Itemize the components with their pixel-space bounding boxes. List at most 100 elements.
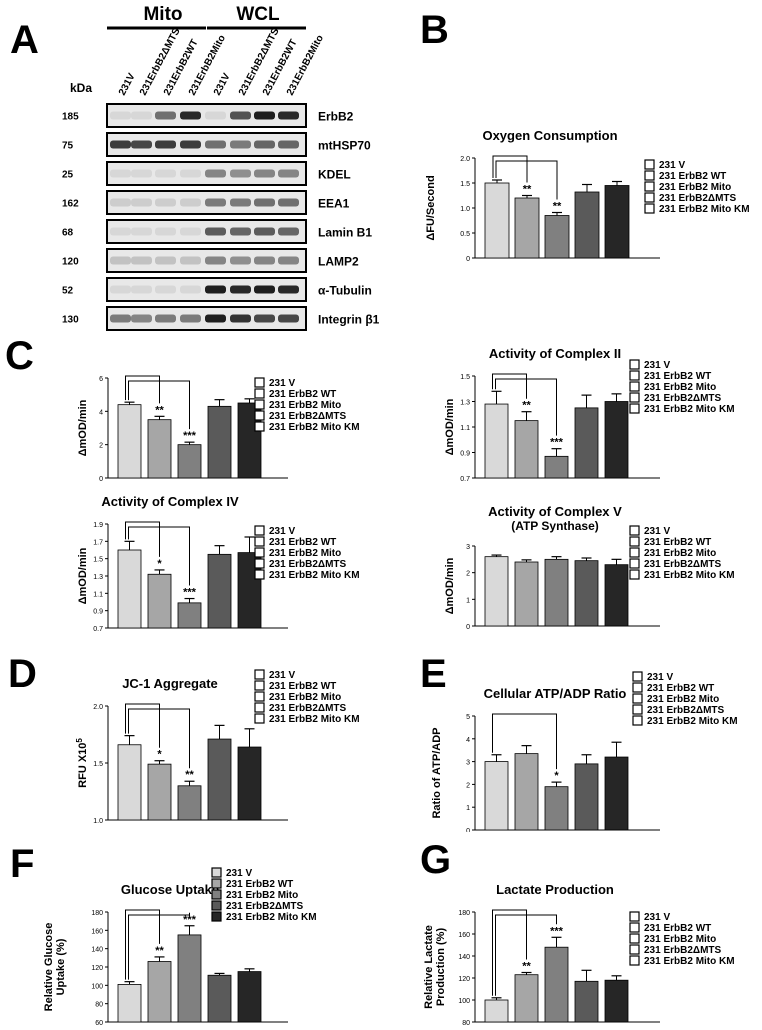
legend-entry: 231 ErbB2 WT [659, 171, 726, 182]
protein-label: α-Tubulin [318, 284, 372, 298]
significance-bracket [125, 521, 160, 557]
legend-swatch [211, 867, 222, 878]
blot-band [278, 314, 299, 323]
bar [604, 979, 629, 1023]
y-tick-label: 2 [466, 782, 470, 789]
panel-letter-g: G [420, 838, 452, 882]
blot-band [278, 227, 299, 236]
bar [544, 558, 569, 627]
bar-chart-e: Cellular ATP/ADP Ratio 0 1 2 3 4 5 Ratio of ATP… [431, 671, 738, 832]
blot-band [110, 169, 131, 178]
legend-swatch [644, 159, 655, 170]
significance-bracket [125, 375, 160, 404]
significance-bracket [495, 914, 557, 996]
significance-bracket [128, 526, 190, 586]
blot-band [230, 314, 251, 323]
y-tick-label: 1.5 [460, 374, 470, 381]
significance-label: ** [523, 184, 532, 196]
blot-band [278, 169, 299, 178]
y-axis-label: ΔmOD/min [444, 398, 456, 455]
legend-swatch [632, 704, 643, 715]
bar [177, 785, 202, 821]
legend-swatch [629, 525, 640, 536]
blot-band [110, 227, 131, 236]
chart-title: JC-1 Aggregate [122, 676, 218, 691]
legend-entry: 231 ErbB2 WT [644, 371, 711, 382]
blot-band [254, 169, 275, 178]
blot-band [278, 198, 299, 207]
significance-bracket [128, 912, 190, 980]
chart-title: Oxygen Consumption [482, 128, 617, 143]
blot-band [254, 111, 275, 120]
chart-title: Activity of Complex II [489, 346, 621, 361]
y-tick-label: 0.5 [460, 231, 470, 238]
significance-bracket [492, 909, 527, 996]
bar [237, 971, 262, 1023]
bar [604, 401, 629, 479]
y-tick-label: 1.9 [93, 522, 103, 529]
significance-bracket [128, 708, 190, 769]
legend-entry: 231 ErbB2 Mito KM [269, 570, 360, 581]
legend-entry: 231 ErbB2ΔMTS [644, 945, 722, 956]
legend-entry: 231 ErbB2ΔMTS [226, 901, 304, 912]
significance-label: ** [522, 961, 531, 973]
blot-band [205, 256, 226, 265]
y-tick-label: 140 [458, 954, 470, 961]
y-tick-label: 5 [466, 714, 470, 721]
legend-entry: 231 ErbB2ΔMTS [647, 705, 725, 716]
legend-swatch [254, 536, 265, 547]
bar-chart-f: Glucose Uptake 60 80 100 120 140 160 180 Relativ… [43, 867, 317, 1027]
y-tick-label: 180 [91, 910, 103, 917]
legend-swatch [629, 536, 640, 547]
legend-entry: 231 V [269, 670, 295, 681]
kda-marker: 75 [62, 141, 74, 152]
legend-swatch [211, 878, 222, 889]
chart-title: Cellular ATP/ADP Ratio [484, 686, 627, 701]
significance-label: ** [155, 404, 164, 416]
panel-letter-f: F [10, 842, 35, 886]
bar-chart-c2: Activity of Complex II 0.7 0.9 1.1 1.3 1.5 ΔmO… [444, 346, 735, 483]
legend-entry: 231 ErbB2 Mito [644, 382, 716, 393]
legend-swatch [644, 192, 655, 203]
significance-label: ** [553, 201, 562, 213]
protein-label: mtHSP70 [318, 139, 371, 153]
significance-bracket [128, 380, 190, 430]
legend-swatch [254, 558, 265, 569]
blot-band [180, 198, 201, 207]
y-tick-label: 80 [95, 1002, 103, 1009]
y-tick-label: 1.5 [460, 181, 470, 188]
bar [207, 738, 232, 821]
protein-label: Lamin B1 [318, 226, 372, 240]
panel-letter-a: A [10, 18, 39, 62]
bar [177, 602, 202, 629]
kda-marker: 130 [62, 315, 79, 326]
bar [484, 182, 510, 259]
blot-band [180, 111, 201, 120]
legend-swatch [629, 547, 640, 558]
chart-title: Lactate Production [496, 882, 614, 897]
y-tick-label: 2.0 [93, 704, 103, 711]
kda-marker: 25 [62, 170, 74, 181]
y-tick-label: 0 [466, 624, 470, 631]
significance-bracket [125, 703, 160, 748]
blot-band [205, 140, 226, 149]
bar [207, 974, 232, 1023]
blot-band [180, 227, 201, 236]
y-tick-label: 6 [99, 376, 103, 383]
y-axis-label: RFU X105 [75, 738, 90, 788]
y-tick-label: 1.7 [93, 539, 103, 546]
legend-entry: 231 ErbB2 WT [644, 923, 711, 934]
significance-bracket [492, 713, 557, 770]
legend-swatch [254, 388, 265, 399]
legend-swatch [254, 669, 265, 680]
blot-band [278, 140, 299, 149]
legend-swatch [632, 671, 643, 682]
legend-swatch [254, 410, 265, 421]
panel-letter-e: E [420, 652, 447, 696]
y-tick-label: 160 [458, 932, 470, 939]
y-tick-label: 3 [466, 544, 470, 551]
legend-entry: 231 ErbB2 Mito KM [269, 422, 360, 433]
significance-bracket [125, 909, 160, 980]
legend-swatch [629, 403, 640, 414]
protein-label: KDEL [318, 168, 351, 182]
